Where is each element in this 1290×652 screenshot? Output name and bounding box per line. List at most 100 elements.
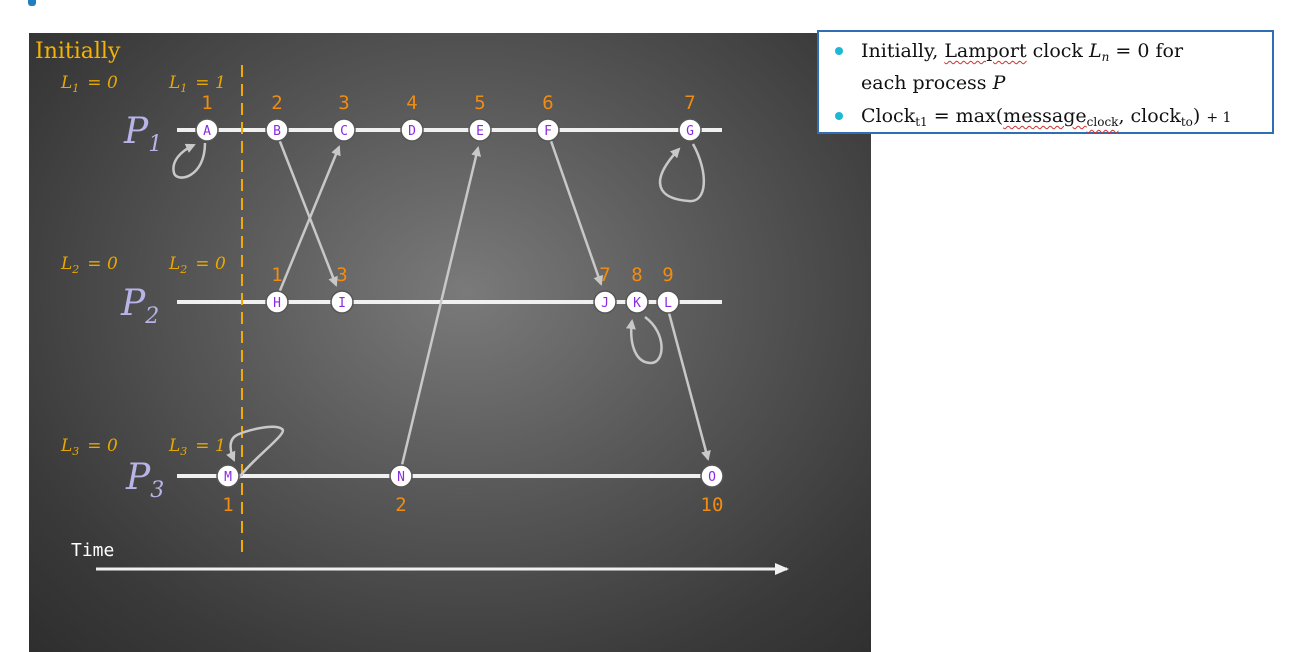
- event-label: O: [708, 470, 716, 485]
- message-b-to-i: [277, 138, 338, 287]
- event-node: [265, 290, 289, 314]
- event-label: L: [664, 296, 672, 311]
- clock-rules-note: Initially, Lamport clock Ln = 0 for each…: [817, 30, 1274, 134]
- slide-title-fragment: [0, 0, 60, 8]
- event-clock-value: 7: [684, 92, 695, 114]
- event-clock-value: 7: [599, 264, 610, 286]
- event-node: [195, 118, 219, 142]
- event-clock-value: 8: [631, 264, 642, 286]
- note1-mid: clock: [1026, 40, 1089, 62]
- bullet-icon: [835, 112, 843, 120]
- note2-eq: = max(: [927, 105, 1004, 127]
- event-label: N: [397, 470, 405, 485]
- note1-proc: P: [992, 72, 1006, 94]
- event-l: L9: [656, 264, 680, 314]
- event-clock-value: 5: [474, 92, 485, 114]
- note1-var-sub: n: [1101, 50, 1110, 64]
- event-node: [216, 464, 240, 488]
- event-clock-value: 1: [201, 92, 212, 114]
- event-node: [389, 464, 413, 488]
- event-m: M1: [216, 464, 240, 516]
- event-b: B2: [265, 92, 289, 142]
- event-f: F6: [536, 92, 560, 142]
- event-clock-value: 4: [406, 92, 417, 114]
- event-label: H: [273, 296, 281, 311]
- note2-clock-sub: t1: [915, 115, 928, 129]
- process-label-p2: P2: [120, 283, 159, 329]
- event-clock-value: 9: [662, 264, 673, 286]
- event-clock-value: 3: [336, 264, 347, 286]
- event-label: G: [686, 124, 694, 139]
- event-e: E5: [468, 92, 492, 142]
- local-event-loops: [172, 142, 705, 480]
- note1-eq: = 0 for: [1109, 40, 1184, 62]
- event-clock-value: 1: [271, 264, 282, 286]
- event-node: [656, 290, 680, 314]
- event-n: N2: [389, 464, 413, 516]
- event-clock-value: 6: [542, 92, 553, 114]
- process-label-p1: P1: [123, 111, 162, 157]
- note2-plus-one: + 1: [1206, 110, 1232, 126]
- event-o: O 10: [700, 464, 724, 516]
- event-node: [700, 464, 724, 488]
- event-h: H1: [265, 264, 289, 314]
- event-clock-value: 10: [701, 494, 724, 516]
- clock-label-p3-after: L3 = 1: [168, 436, 226, 458]
- loop-m: [226, 425, 285, 480]
- event-i: I3: [330, 264, 354, 314]
- event-label: C: [340, 124, 348, 139]
- clock-label-p2-after: L2 = 0: [168, 254, 226, 276]
- clock-label-p3-before: L3 = 0: [60, 436, 118, 458]
- event-label: J: [601, 296, 609, 311]
- event-label: E: [476, 124, 484, 139]
- event-c: C3: [332, 92, 356, 142]
- clock-label-p1-after: L1 = 1: [168, 73, 226, 95]
- event-g: G7: [678, 92, 702, 142]
- message-arrows: [277, 138, 711, 466]
- event-node: [536, 118, 560, 142]
- event-node: [332, 118, 356, 142]
- event-k: K8: [625, 264, 649, 314]
- note2-tail: ): [1192, 105, 1207, 127]
- event-d: D4: [400, 92, 424, 142]
- loop-k: [625, 315, 663, 365]
- event-node: [400, 118, 424, 142]
- time-label: Time: [71, 540, 114, 561]
- note1-var: L: [1088, 40, 1102, 62]
- process-label-p3: P3: [125, 457, 164, 503]
- diagram-canvas: Initially L1 = 0 L1 = 1 L2 = 0 L2 = 0 L3 = 0 L3 = 1…: [35, 39, 789, 575]
- message-f-to-j: [549, 140, 604, 286]
- event-node: [265, 118, 289, 142]
- event-label: A: [203, 124, 211, 139]
- event-node: [468, 118, 492, 142]
- note2-to-sub: to: [1180, 115, 1193, 129]
- note-item-initial: Initially, Lamport clock Ln = 0 for each…: [829, 38, 1262, 96]
- message-l-to-o: [667, 312, 711, 461]
- event-label: K: [633, 296, 641, 311]
- event-clock-value: 1: [222, 494, 233, 516]
- event-a: A1: [195, 92, 219, 142]
- note2-message: message: [1003, 105, 1087, 127]
- lamport-clock-diagram: Initially L1 = 0 L1 = 1 L2 = 0 L2 = 0 L3 = 0 L3 = 1…: [29, 33, 871, 652]
- message-n-to-e: [400, 146, 481, 466]
- event-label: M: [224, 470, 232, 485]
- event-node: [330, 290, 354, 314]
- loop-a: [172, 142, 207, 179]
- note2-clock: Clock: [861, 105, 916, 127]
- event-clock-value: 2: [395, 494, 406, 516]
- note1-lamport: Lamport: [944, 40, 1027, 62]
- clock-label-p1-before: L1 = 0: [60, 73, 118, 95]
- note1-pre: Initially,: [861, 40, 945, 62]
- event-node: [593, 290, 617, 314]
- event-clock-value: 3: [338, 92, 349, 114]
- loop-g: [658, 143, 705, 203]
- event-label: I: [338, 296, 346, 311]
- clock-label-p2-before: L2 = 0: [60, 254, 118, 276]
- initially-label: Initially: [35, 39, 121, 64]
- event-label: B: [273, 124, 281, 139]
- note2-message-sub: clock: [1086, 115, 1119, 129]
- event-label: F: [544, 124, 552, 139]
- event-clock-value: 2: [271, 92, 282, 114]
- note2-comma: , clock: [1118, 105, 1181, 127]
- event-label: D: [408, 124, 416, 139]
